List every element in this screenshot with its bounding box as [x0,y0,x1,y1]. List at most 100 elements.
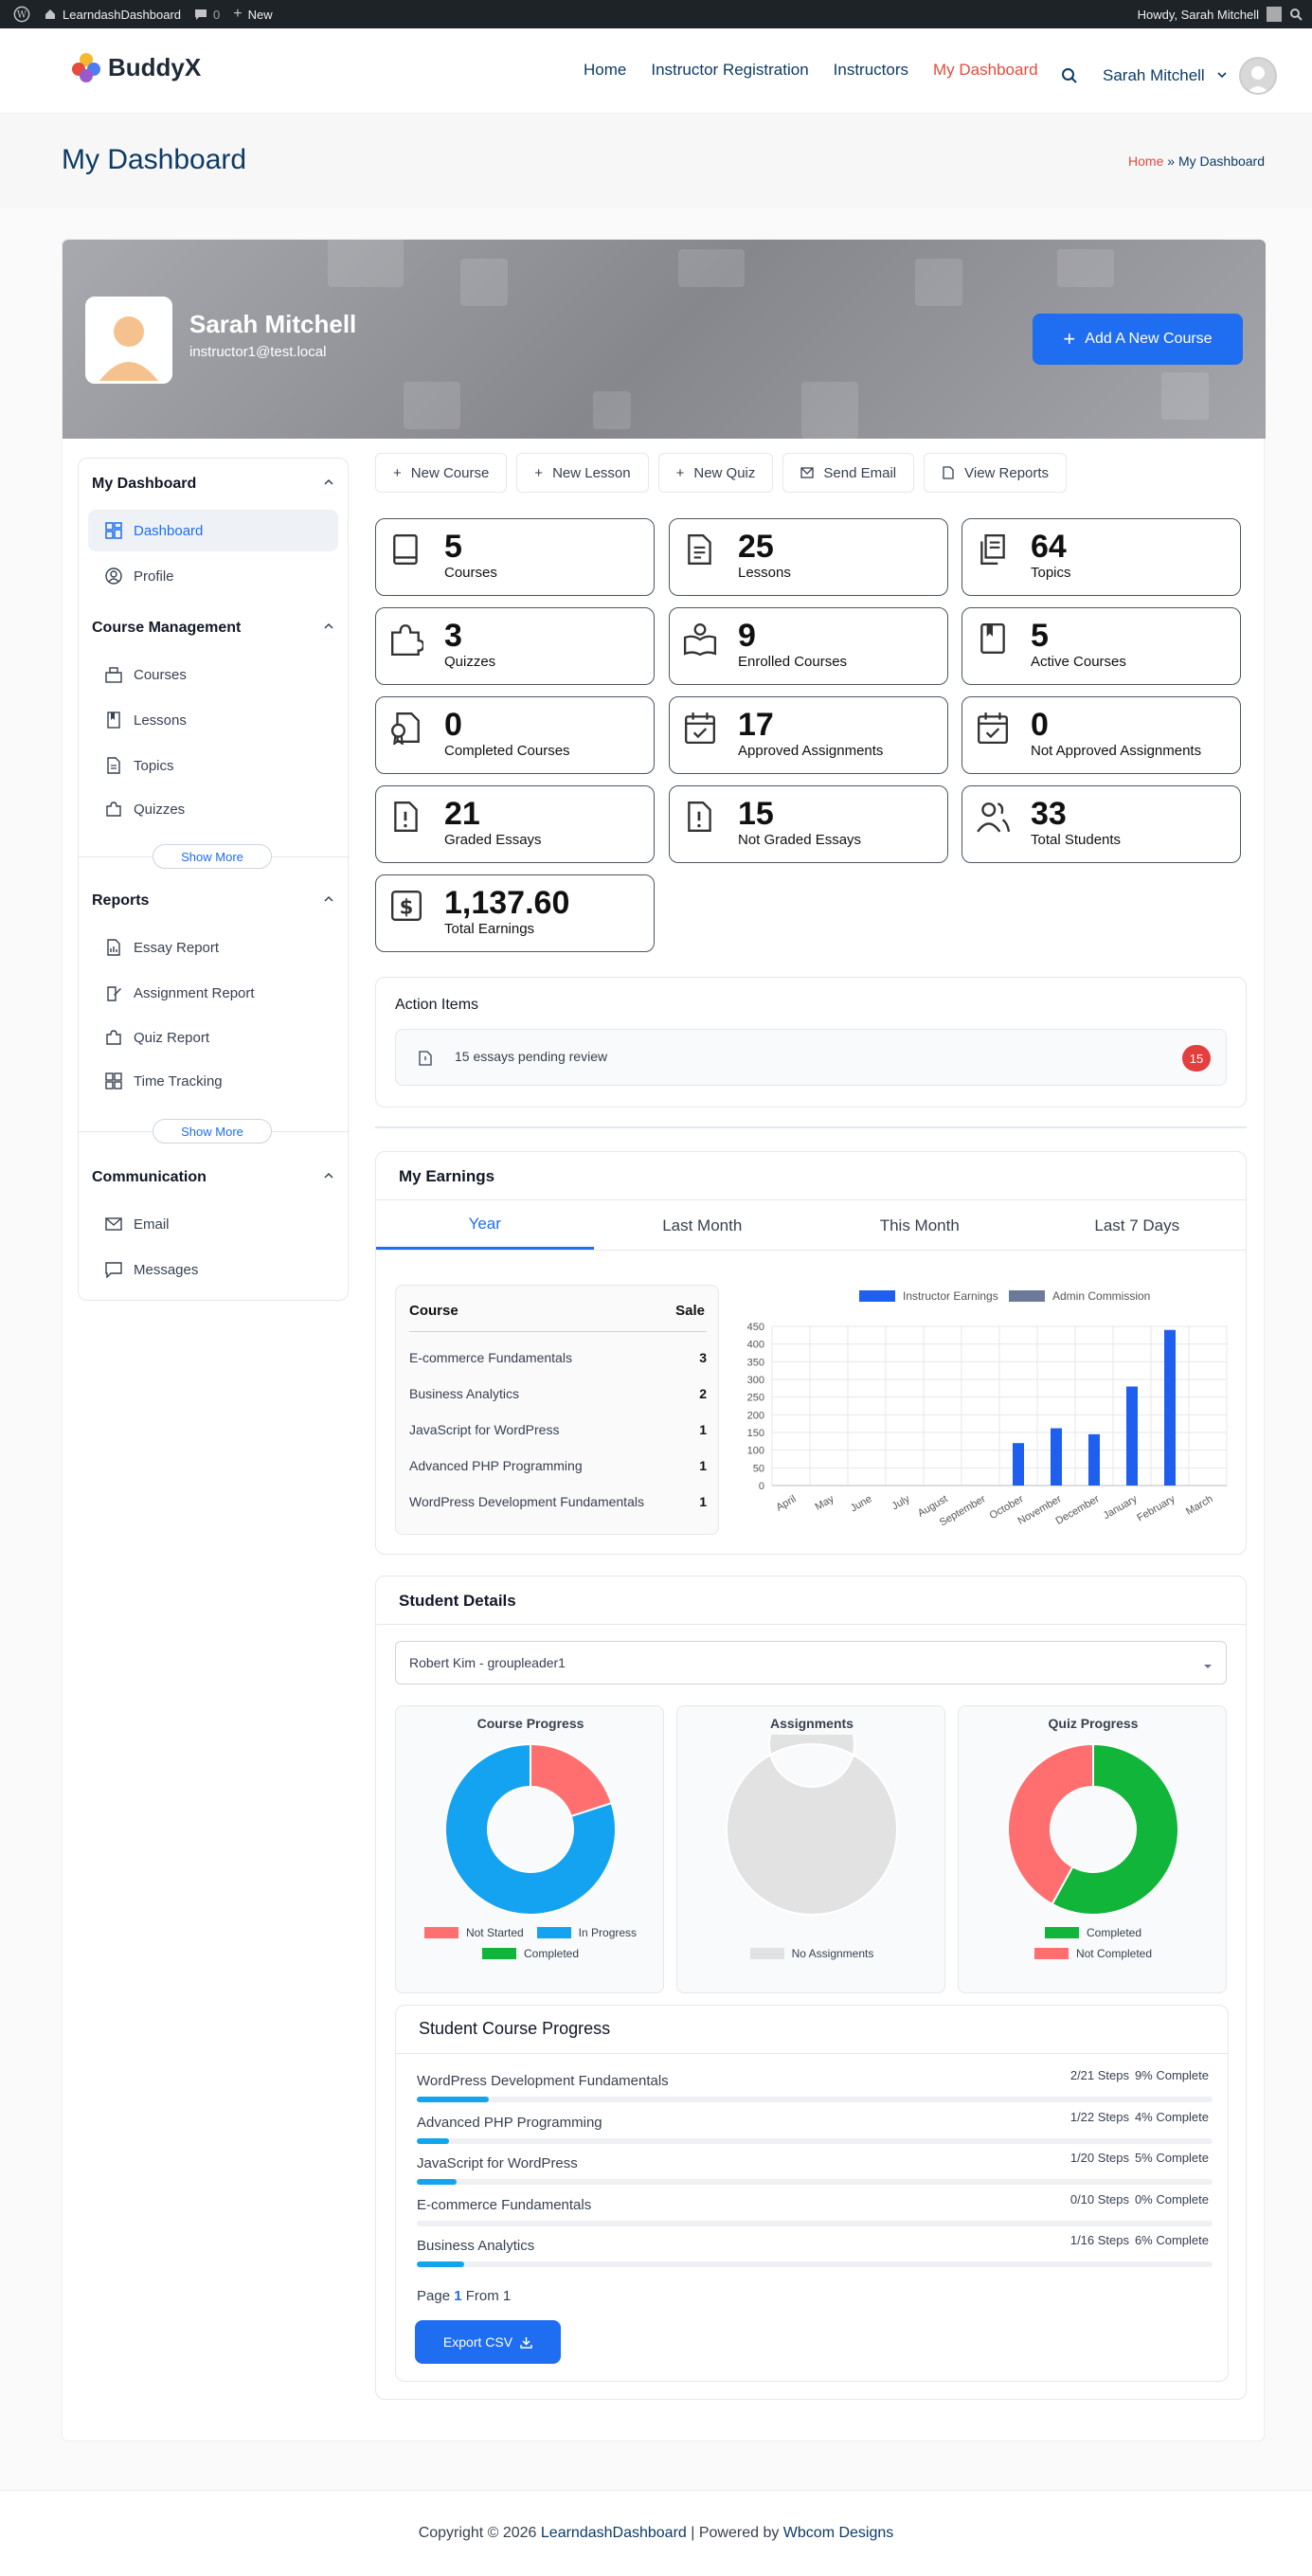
plus-icon: + [534,464,544,481]
sidebar-group-header[interactable]: Communication [92,1169,334,1186]
send-email-button[interactable]: Send Email [782,453,915,493]
breadcrumb-separator: » [1167,153,1176,169]
search-icon[interactable] [1061,67,1078,84]
progress-course-name: Business Analytics [417,2238,535,2254]
avatar[interactable] [1238,57,1277,95]
show-more-courses-button[interactable]: Show More [153,844,272,869]
table-cell-course: WordPress Development Fundamentals [409,1494,644,1509]
action-item[interactable]: 15 essays pending review 15 [395,1029,1227,1086]
sidebar-item-messages[interactable]: Messages [88,1249,338,1290]
sidebar-item-label: Profile [134,567,174,585]
page-number[interactable]: 1 [454,2288,462,2304]
breadcrumb-home[interactable]: Home [1128,153,1164,169]
search-icon[interactable] [1289,8,1303,21]
admin-new-label: New [247,7,273,22]
donut-slice [1051,1742,1179,1916]
document-icon [107,757,120,774]
nav-home[interactable]: Home [584,61,627,79]
quiz-progress-chart: Quiz Progress Completed Not Completed [958,1705,1227,1993]
action-items-title: Action Items [395,997,479,1013]
student-select-value: Robert Kim - groupleader1 [409,1655,566,1670]
tab-year[interactable]: Year [376,1201,594,1250]
sidebar-item-profile[interactable]: Profile [88,555,338,597]
progress-steps: 1/22 Steps [1069,2109,1129,2124]
main-nav: Home Instructor Registration Instructors… [584,61,1038,80]
nav-instructor-registration[interactable]: Instructor Registration [651,61,809,79]
dollar-icon: $ [391,891,422,921]
x-tick-label: May [814,1493,836,1513]
tab-last-7-days[interactable]: Last 7 Days [1094,1216,1180,1234]
sidebar-item-essay-report[interactable]: Essay Report [88,927,338,968]
svg-text:$: $ [400,894,414,918]
admin-new-link[interactable]: + New [233,6,272,23]
wordpress-logo-icon[interactable]: W [13,6,30,23]
chevron-down-icon[interactable] [1216,66,1228,85]
add-course-button[interactable]: + Add A New Course [1033,314,1243,365]
progress-percent: 0% Complete [1134,2191,1209,2207]
user-box: Sarah Mitchell [1061,57,1277,95]
stat-label: Not Graded Essays [738,832,862,848]
admin-site-link[interactable]: LearndashDashboard [44,8,181,22]
admin-site-name: LearndashDashboard [63,7,182,22]
button-label: New Lesson [552,464,631,481]
footer-site-link[interactable]: LearndashDashboard [540,2525,687,2541]
sidebar-item-quiz-report[interactable]: Quiz Report [88,1017,338,1058]
student-select[interactable]: Robert Kim - groupleader1 [395,1641,1227,1684]
export-csv-button[interactable]: Export CSV [415,2320,561,2364]
stat-label: Topics [1031,565,1071,581]
progress-steps: 1/16 Steps [1069,2233,1129,2247]
stat-value: 25 [738,529,774,565]
site-logo[interactable]: BuddyX [70,51,201,83]
admin-avatar[interactable] [1267,7,1282,22]
tab-this-month[interactable]: This Month [879,1216,960,1234]
legend-swatch [536,1927,571,1938]
course-progress-donut [444,1742,617,1916]
legend-swatch [1033,1948,1069,1959]
pending-badge: 15 [1182,1045,1211,1072]
new-quiz-button[interactable]: + New Quiz [657,453,774,493]
puzzle-icon [391,624,423,656]
y-tick-label: 100 [747,1446,764,1457]
sidebar-group-header[interactable]: Reports [92,892,334,910]
earnings-tabs: Year Last Month This Month Last 7 Days [376,1201,1246,1251]
sidebar-item-courses[interactable]: Courses [88,654,338,695]
progress-percent: 6% Complete [1134,2233,1209,2247]
nav-my-dashboard[interactable]: My Dashboard [933,61,1038,79]
stat-card: 5 Active Courses [962,607,1241,685]
sidebar-item-time-tracking[interactable]: Time Tracking [88,1060,338,1102]
sidebar-item-topics[interactable]: Topics [88,745,338,786]
sidebar-item-quizzes[interactable]: Quizzes [88,788,338,830]
footer-company-link[interactable]: Wbcom Designs [782,2525,894,2541]
sidebar-item-dashboard[interactable]: Dashboard [88,510,338,551]
sidebar-group-header[interactable]: My Dashboard [92,476,334,493]
page-header: My Dashboard Home » My Dashboard [0,114,1312,208]
earnings-title: My Earnings [399,1167,495,1185]
sidebar-item-lessons[interactable]: Lessons [88,699,338,741]
y-tick-label: 200 [747,1410,764,1421]
stat-card: 5 Courses [375,518,655,596]
show-more-reports-button[interactable]: Show More [153,1119,272,1144]
progress-row: Business Analytics 1/16 Steps 6% Complete [396,2233,1228,2271]
progress-course-name: E-commerce Fundamentals [417,2196,592,2213]
sidebar-item-assignment-report[interactable]: Assignment Report [88,972,338,1014]
sidebar-item-email[interactable]: Email [88,1203,338,1245]
view-reports-button[interactable]: View Reports [924,453,1068,493]
admin-comments-link[interactable]: 0 [194,8,220,22]
mail-icon [800,467,815,478]
table-row: Business Analytics 2 [409,1380,707,1409]
progress-course-name: Advanced PHP Programming [417,2114,602,2131]
nav-instructors[interactable]: Instructors [833,61,909,79]
assignments-title: Assignments [770,1716,854,1731]
x-tick-label: February [1135,1493,1177,1524]
tab-last-month[interactable]: Last Month [662,1216,743,1234]
user-menu-name[interactable]: Sarah Mitchell [1103,66,1205,84]
new-lesson-button[interactable]: + New Lesson [516,453,649,493]
chevron-up-icon [323,892,334,910]
sidebar-group-header[interactable]: Course Management [92,620,334,637]
progress-bar [417,2097,1213,2102]
new-course-button[interactable]: + New Course [375,453,508,493]
profile-avatar [85,297,172,384]
admin-howdy[interactable]: Howdy, Sarah Mitchell [1137,7,1259,22]
sidebar-item-label: Time Tracking [134,1072,223,1090]
profile-name: Sarah Mitchell [189,310,357,338]
